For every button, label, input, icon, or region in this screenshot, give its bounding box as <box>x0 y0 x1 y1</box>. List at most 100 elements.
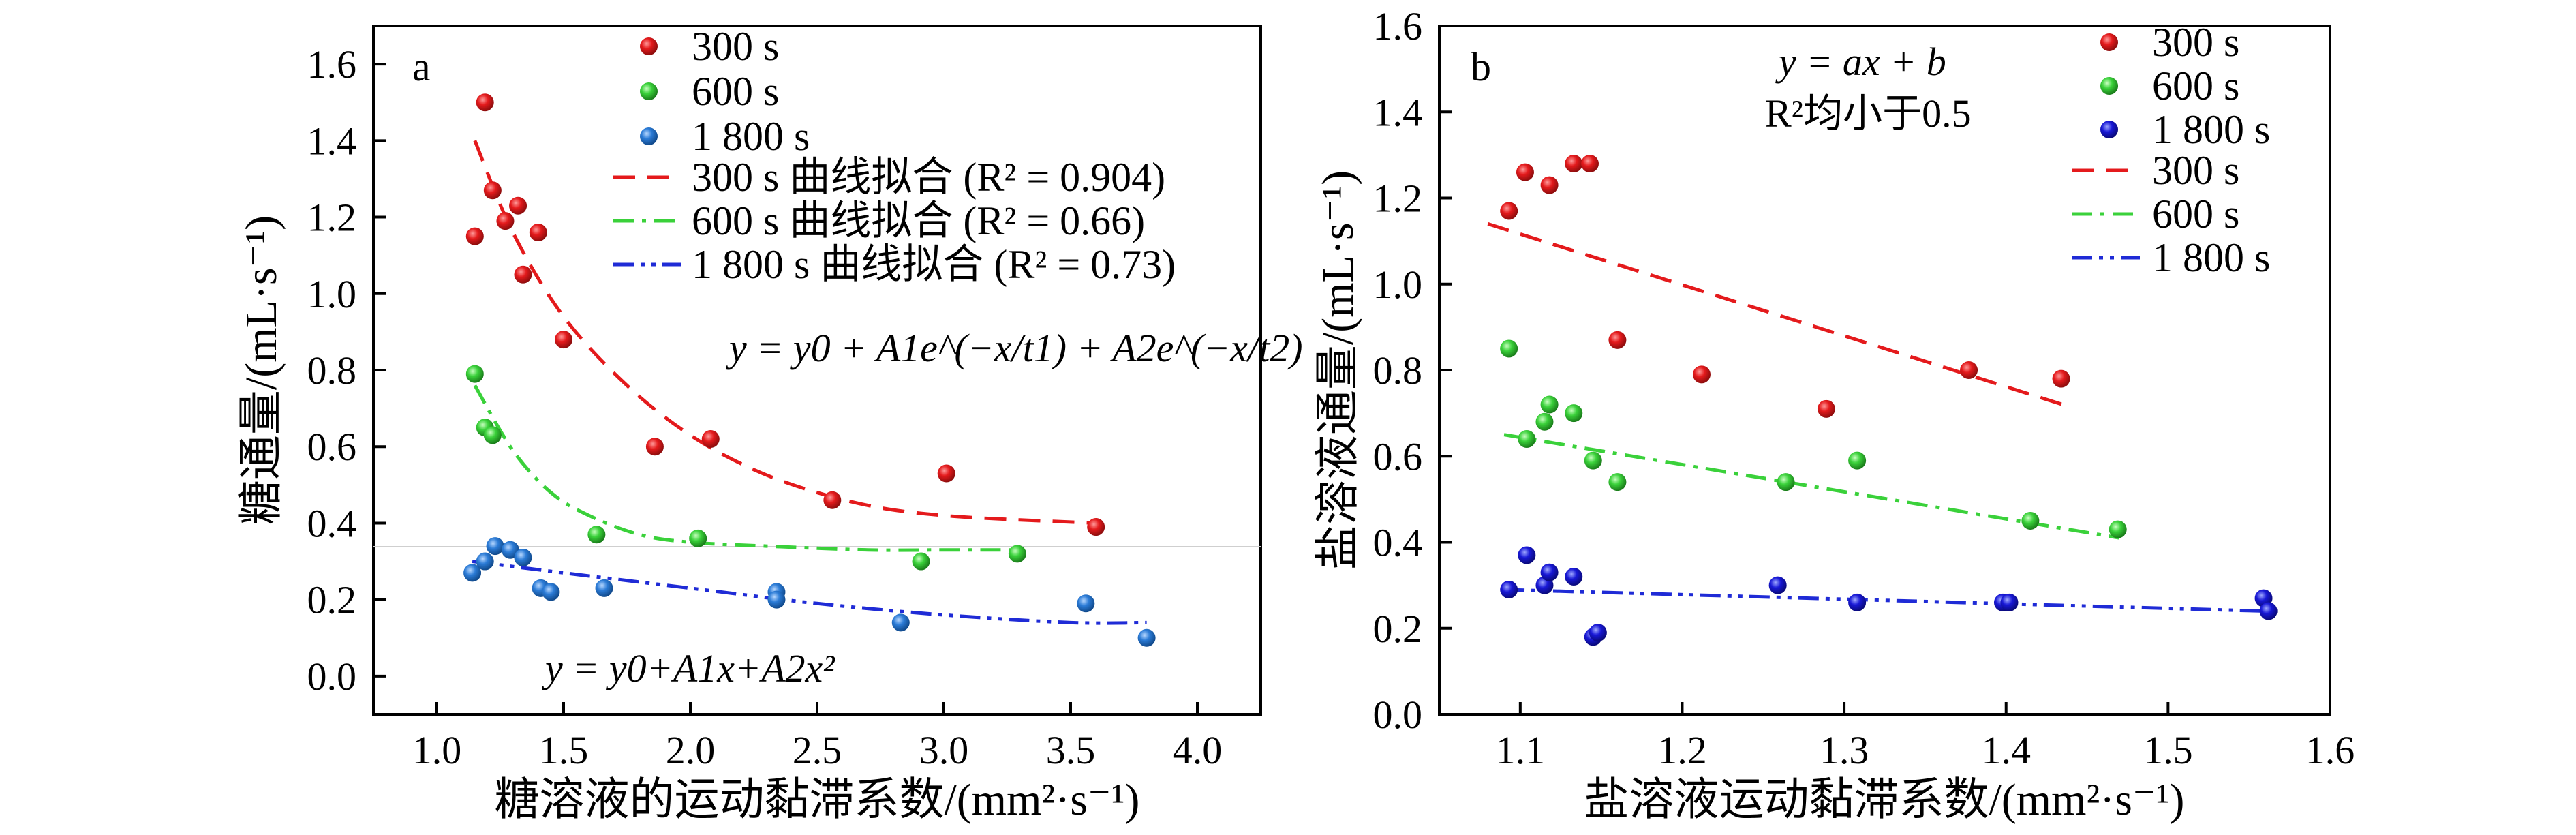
data-point-1-800-s <box>1500 580 1518 598</box>
data-point-600-s <box>1848 451 1867 470</box>
legend-label-1800s: 1 800 s <box>2152 107 2270 152</box>
data-point-600-s <box>1608 473 1627 491</box>
legend-label-300s: 300 s <box>2152 20 2239 65</box>
data-point-1-800-s <box>767 590 786 609</box>
x-tick-label: 3.0 <box>919 728 969 772</box>
legend-label-300s-fit: 300 s 曲线拟合 (R² = 0.904) <box>692 155 1165 200</box>
panel-label-b: b <box>1471 44 1491 89</box>
y-tick-label: 1.6 <box>307 42 357 87</box>
legend-marker-1800s <box>2100 121 2118 138</box>
equation-poly-a: y = y0+A1x+A2x² <box>542 646 835 690</box>
data-point-600-s <box>1540 395 1559 414</box>
legend-label-1800s: 1 800 s <box>692 114 810 159</box>
data-point-300-s <box>823 491 842 509</box>
legend-label-600s: 600 s <box>692 69 779 114</box>
data-point-600-s <box>1584 451 1602 470</box>
data-point-1-800-s <box>542 583 560 601</box>
y-tick-label: 0.2 <box>1373 607 1423 651</box>
y-tick-label: 1.0 <box>1373 262 1423 307</box>
data-point-600-s <box>689 529 707 547</box>
legend-label-1800s-fit: 1 800 s <box>2152 235 2270 280</box>
data-point-1-800-s <box>1518 546 1536 564</box>
data-point-1-800-s <box>463 564 482 582</box>
legend-label-600s: 600 s <box>2152 63 2239 108</box>
data-point-300-s <box>529 224 547 241</box>
panel-b: 0.0 0.2 0.4 0.6 0.8 1.0 1.2 1.4 1.6 1.1 1.2 1.3 1.4… <box>1313 4 2355 825</box>
data-point-300-s <box>476 93 494 112</box>
y-tick-label: 0.4 <box>307 501 357 545</box>
legend-marker-1800s <box>640 127 658 145</box>
legend-b: 300 s 600 s 1 800 s 300 s 600 s 1 800 s <box>2072 20 2270 280</box>
legend-marker-600s <box>2100 77 2118 95</box>
x-tick-label: 3.5 <box>1046 728 1096 772</box>
data-point-1-800-s <box>1137 628 1156 647</box>
data-point-300-s <box>1608 331 1627 349</box>
fit-line-1-800-s <box>1503 588 2266 613</box>
x-axis-title-b: 盐溶液运动黏滞系数/(mm²·s⁻¹) <box>1584 775 2184 825</box>
data-point-600-s <box>1518 430 1536 448</box>
data-point-600-s <box>1500 339 1518 358</box>
data-point-300-s <box>1087 518 1105 536</box>
legend-marker-300s <box>2100 33 2118 51</box>
data-point-300-s <box>1516 163 1534 181</box>
data-point-600-s <box>2109 520 2127 538</box>
y-tick-label: 1.4 <box>1373 90 1423 134</box>
x-tick-label: 1.5 <box>2143 728 2193 772</box>
data-point-300-s <box>2052 369 2070 388</box>
data-point-1-800-s <box>514 548 532 566</box>
data-point-300-s <box>496 212 515 230</box>
y-tick-label: 0.4 <box>1373 521 1423 565</box>
legend-marker-600s <box>640 82 658 100</box>
data-point-300-s <box>701 430 720 448</box>
data-point-300-s <box>1817 399 1835 418</box>
y-tick-label: 1.4 <box>307 119 357 163</box>
data-point-1-800-s <box>1768 576 1787 594</box>
x-axis-title-a: 糖溶液的运动黏滞系数/(mm²·s⁻¹) <box>494 775 1139 825</box>
y-axis-title-a: 糖通量/(mL·s⁻¹) <box>236 215 286 525</box>
data-point-1-800-s <box>1589 624 1607 642</box>
legend-a: 300 s 600 s 1 800 s 300 s 曲线拟合 (R² = 0.9… <box>613 24 1176 287</box>
data-point-600-s <box>1777 473 1795 491</box>
y-tick-label: 0.6 <box>307 425 357 469</box>
x-tick-label: 1.0 <box>412 728 462 772</box>
data-point-600-s <box>1565 404 1583 423</box>
data-point-600-s <box>483 426 502 444</box>
data-point-300-s <box>483 181 502 200</box>
y-tick-label: 1.2 <box>1373 177 1423 221</box>
equation-linear-b: y = ax + b <box>1775 40 1946 84</box>
data-point-300-s <box>465 227 484 245</box>
data-point-1-800-s <box>1077 594 1095 613</box>
data-point-300-s <box>1692 365 1711 384</box>
data-point-600-s <box>2021 511 2040 530</box>
data-point-300-s <box>1565 155 1583 172</box>
data-point-300-s <box>555 331 572 349</box>
panel-a: 0.0 0.2 0.4 0.6 0.8 1.0 1.2 1.4 1.6 1.0 1.5 2.0 2.5… <box>236 24 1303 825</box>
legend-label-600s-fit: 600 s 曲线拟合 (R² = 0.66) <box>692 198 1145 243</box>
x-tick-label: 1.2 <box>1657 728 1707 772</box>
data-point-300-s <box>1581 155 1599 172</box>
x-tick-label: 2.5 <box>793 728 842 772</box>
data-point-1-800-s <box>891 613 910 632</box>
data-point-600-s <box>912 552 930 571</box>
data-point-300-s <box>645 438 664 456</box>
data-point-300-s <box>514 265 532 284</box>
data-point-1-800-s <box>2259 602 2278 620</box>
fit-line-300-s <box>1487 222 2064 406</box>
fit-line-600-s <box>1503 433 2120 540</box>
data-point-300-s <box>1960 361 1978 379</box>
y-tick-label: 0.8 <box>1373 348 1423 393</box>
x-tick-label: 1.1 <box>1496 728 1546 772</box>
data-point-1-800-s <box>595 579 613 597</box>
x-tick-label: 1.6 <box>2305 728 2355 772</box>
fit-line-300-s-r-0-904 <box>473 140 1097 525</box>
legend-label-300s: 300 s <box>692 24 779 69</box>
data-point-600-s <box>587 526 606 544</box>
data-point-1-800-s <box>1848 593 1867 611</box>
data-point-1-800-s <box>476 552 494 571</box>
legend-label-300s-fit: 300 s <box>2152 148 2239 193</box>
fit-line-1-800-s-r-0-73 <box>472 560 1147 625</box>
data-point-1-800-s <box>1540 563 1559 581</box>
x-tick-label: 1.3 <box>1820 728 1869 772</box>
legend-marker-300s <box>640 37 658 55</box>
